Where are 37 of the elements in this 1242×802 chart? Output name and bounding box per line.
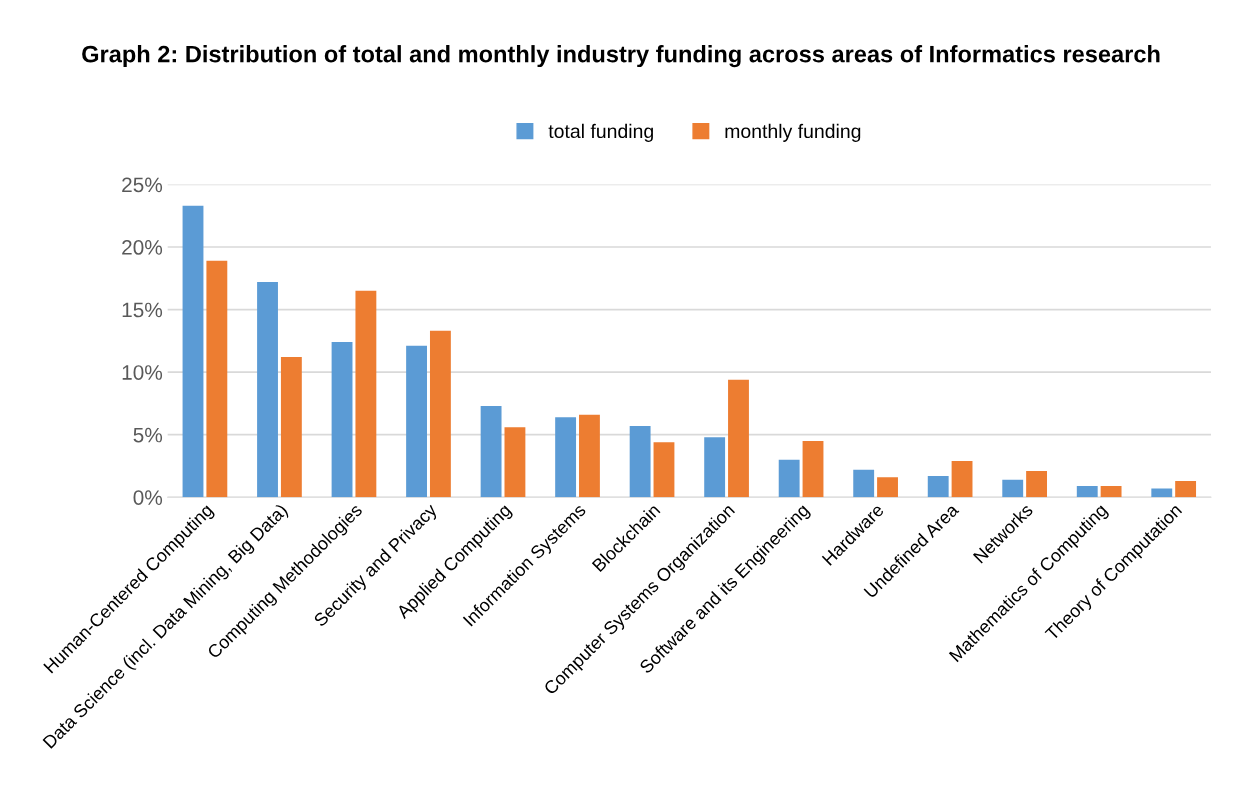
bar	[853, 469, 875, 498]
bar	[1151, 488, 1173, 498]
bar	[480, 405, 502, 498]
bar	[1026, 470, 1048, 498]
y-tick-label: 15%	[122, 302, 163, 318]
bar	[728, 379, 749, 498]
bar	[504, 427, 526, 498]
bar	[355, 290, 377, 498]
bar	[951, 460, 973, 498]
bar	[331, 342, 353, 498]
bar	[653, 442, 675, 498]
bar	[429, 330, 451, 498]
bar	[257, 282, 278, 498]
y-tick-label: 25%	[122, 177, 163, 193]
y-tick-label: 5%	[133, 427, 163, 443]
bar	[1002, 479, 1024, 498]
y-tick-label: 20%	[122, 240, 163, 255]
y-tick-label: 0%	[133, 490, 163, 505]
legend-label: monthly funding	[725, 123, 861, 142]
bar	[555, 417, 577, 498]
bar	[206, 260, 228, 498]
bar	[927, 475, 949, 498]
bar	[182, 205, 204, 498]
bar	[406, 345, 427, 498]
bar	[1175, 480, 1197, 498]
chart-title: Graph 2: Distribution of total and monthly industry funding across areas of Informatics research	[82, 45, 1160, 68]
bar	[1076, 485, 1098, 498]
bar	[877, 477, 898, 498]
bar	[629, 425, 651, 498]
bar	[579, 414, 600, 498]
bar	[802, 440, 824, 498]
bar	[1100, 485, 1122, 498]
legend-label: total funding	[548, 123, 653, 142]
bar	[704, 437, 726, 498]
bar	[778, 459, 800, 498]
y-tick-label: 10%	[122, 365, 163, 380]
bar	[280, 357, 302, 498]
